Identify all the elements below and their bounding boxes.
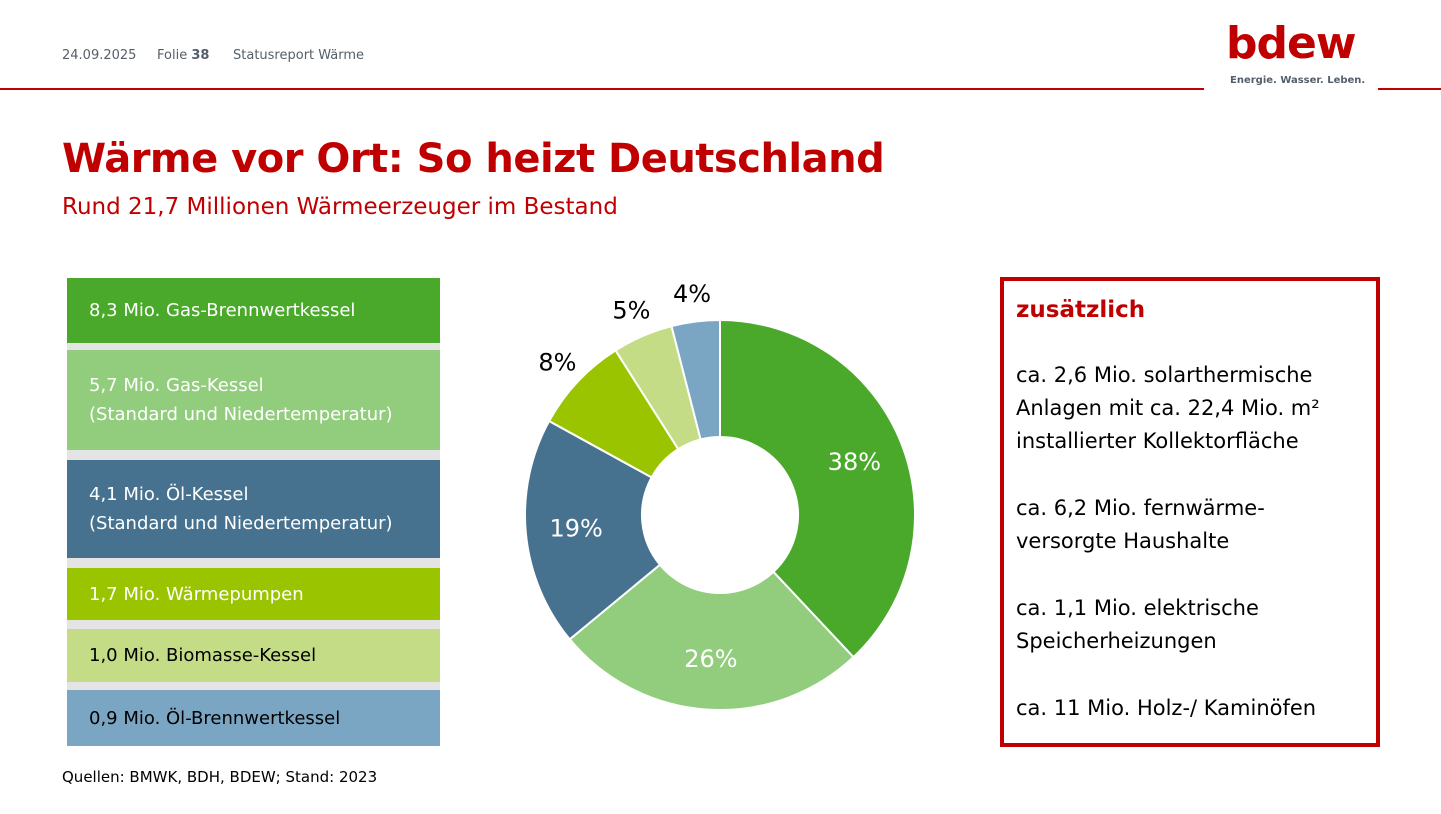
header-date: 24.09.2025 bbox=[62, 48, 137, 63]
legend-text: 8,3 Mio. Gas-Brennwertkessel bbox=[89, 300, 356, 321]
legend-text: 4,1 Mio. Öl-Kessel bbox=[89, 484, 249, 505]
logo-tagline: Energie. Wasser. Leben. bbox=[1230, 75, 1366, 86]
donut-slice bbox=[670, 318, 721, 441]
legend-separator bbox=[67, 620, 440, 629]
legend-text: 0,9 Mio. Öl-Brennwertkessel bbox=[89, 707, 341, 729]
folie-number: 38 bbox=[191, 48, 210, 63]
additional-item: ca. 1,1 Mio. elektrische Speicherheizung… bbox=[1016, 596, 1259, 653]
legend-text: (Standard und Niedertemperatur) bbox=[89, 404, 393, 425]
legend-item: 1,7 Mio. Wärmepumpen bbox=[67, 568, 440, 620]
slice-label: 8% bbox=[538, 348, 576, 376]
legend-item: 1,0 Mio. Biomasse-Kessel bbox=[67, 629, 440, 682]
additional-info-box: zusätzlich ca. 2,6 Mio. solarthermische … bbox=[1000, 277, 1380, 747]
header-divider bbox=[0, 88, 1204, 90]
additional-title: zusätzlich bbox=[1016, 297, 1146, 323]
legend-text: 1,0 Mio. Biomasse-Kessel bbox=[89, 645, 317, 666]
legend-item: 0,9 Mio. Öl-Brennwertkessel bbox=[67, 690, 440, 746]
legend-separator bbox=[67, 558, 440, 568]
page-subtitle: Rund 21,7 Millionen Wärmeerzeuger im Bes… bbox=[62, 194, 618, 220]
slice-label: 38% bbox=[828, 448, 881, 476]
folie-label: Folie bbox=[157, 48, 188, 63]
bdew-logo: bdew bbox=[1226, 18, 1356, 69]
legend-item: 4,1 Mio. Öl-Kessel (Standard und Niederte… bbox=[67, 460, 440, 558]
slice-label: 19% bbox=[549, 515, 602, 543]
donut-slice bbox=[568, 563, 855, 711]
legend-separator bbox=[67, 343, 440, 350]
slice-label: 26% bbox=[684, 645, 737, 673]
slice-label: 4% bbox=[673, 280, 711, 308]
header-report: Statusreport Wärme bbox=[233, 48, 365, 63]
legend-text: 5,7 Mio. Gas-Kessel bbox=[89, 375, 264, 396]
legend-separator bbox=[67, 682, 440, 690]
legend-separator bbox=[67, 450, 440, 460]
donut-slice bbox=[524, 419, 662, 641]
additional-item: ca. 6,2 Mio. fernwärme-versorgte Haushal… bbox=[1016, 496, 1265, 553]
slice-label: 5% bbox=[612, 296, 650, 324]
legend-text: 1,7 Mio. Wärmepumpen bbox=[89, 583, 304, 605]
legend-text: (Standard und Niedertemperatur) bbox=[89, 513, 393, 534]
page-title: Wärme vor Ort: So heizt Deutschland bbox=[62, 136, 885, 182]
additional-item: ca. 11 Mio. Holz-/ Kaminöfen bbox=[1016, 696, 1317, 720]
legend-item: 8,3 Mio. Gas-Brennwertkessel bbox=[67, 278, 440, 343]
header-divider-right bbox=[1378, 88, 1441, 90]
additional-item: ca. 2,6 Mio. solarthermische Anlagen mit… bbox=[1016, 363, 1320, 453]
legend-item: 5,7 Mio. Gas-Kessel (Standard und Niedert… bbox=[67, 350, 440, 450]
source-note: Quellen: BMWK, BDH, BDEW; Stand: 2023 bbox=[62, 768, 378, 786]
header-folie: Folie 38 bbox=[157, 48, 209, 63]
donut-slice bbox=[719, 318, 916, 659]
